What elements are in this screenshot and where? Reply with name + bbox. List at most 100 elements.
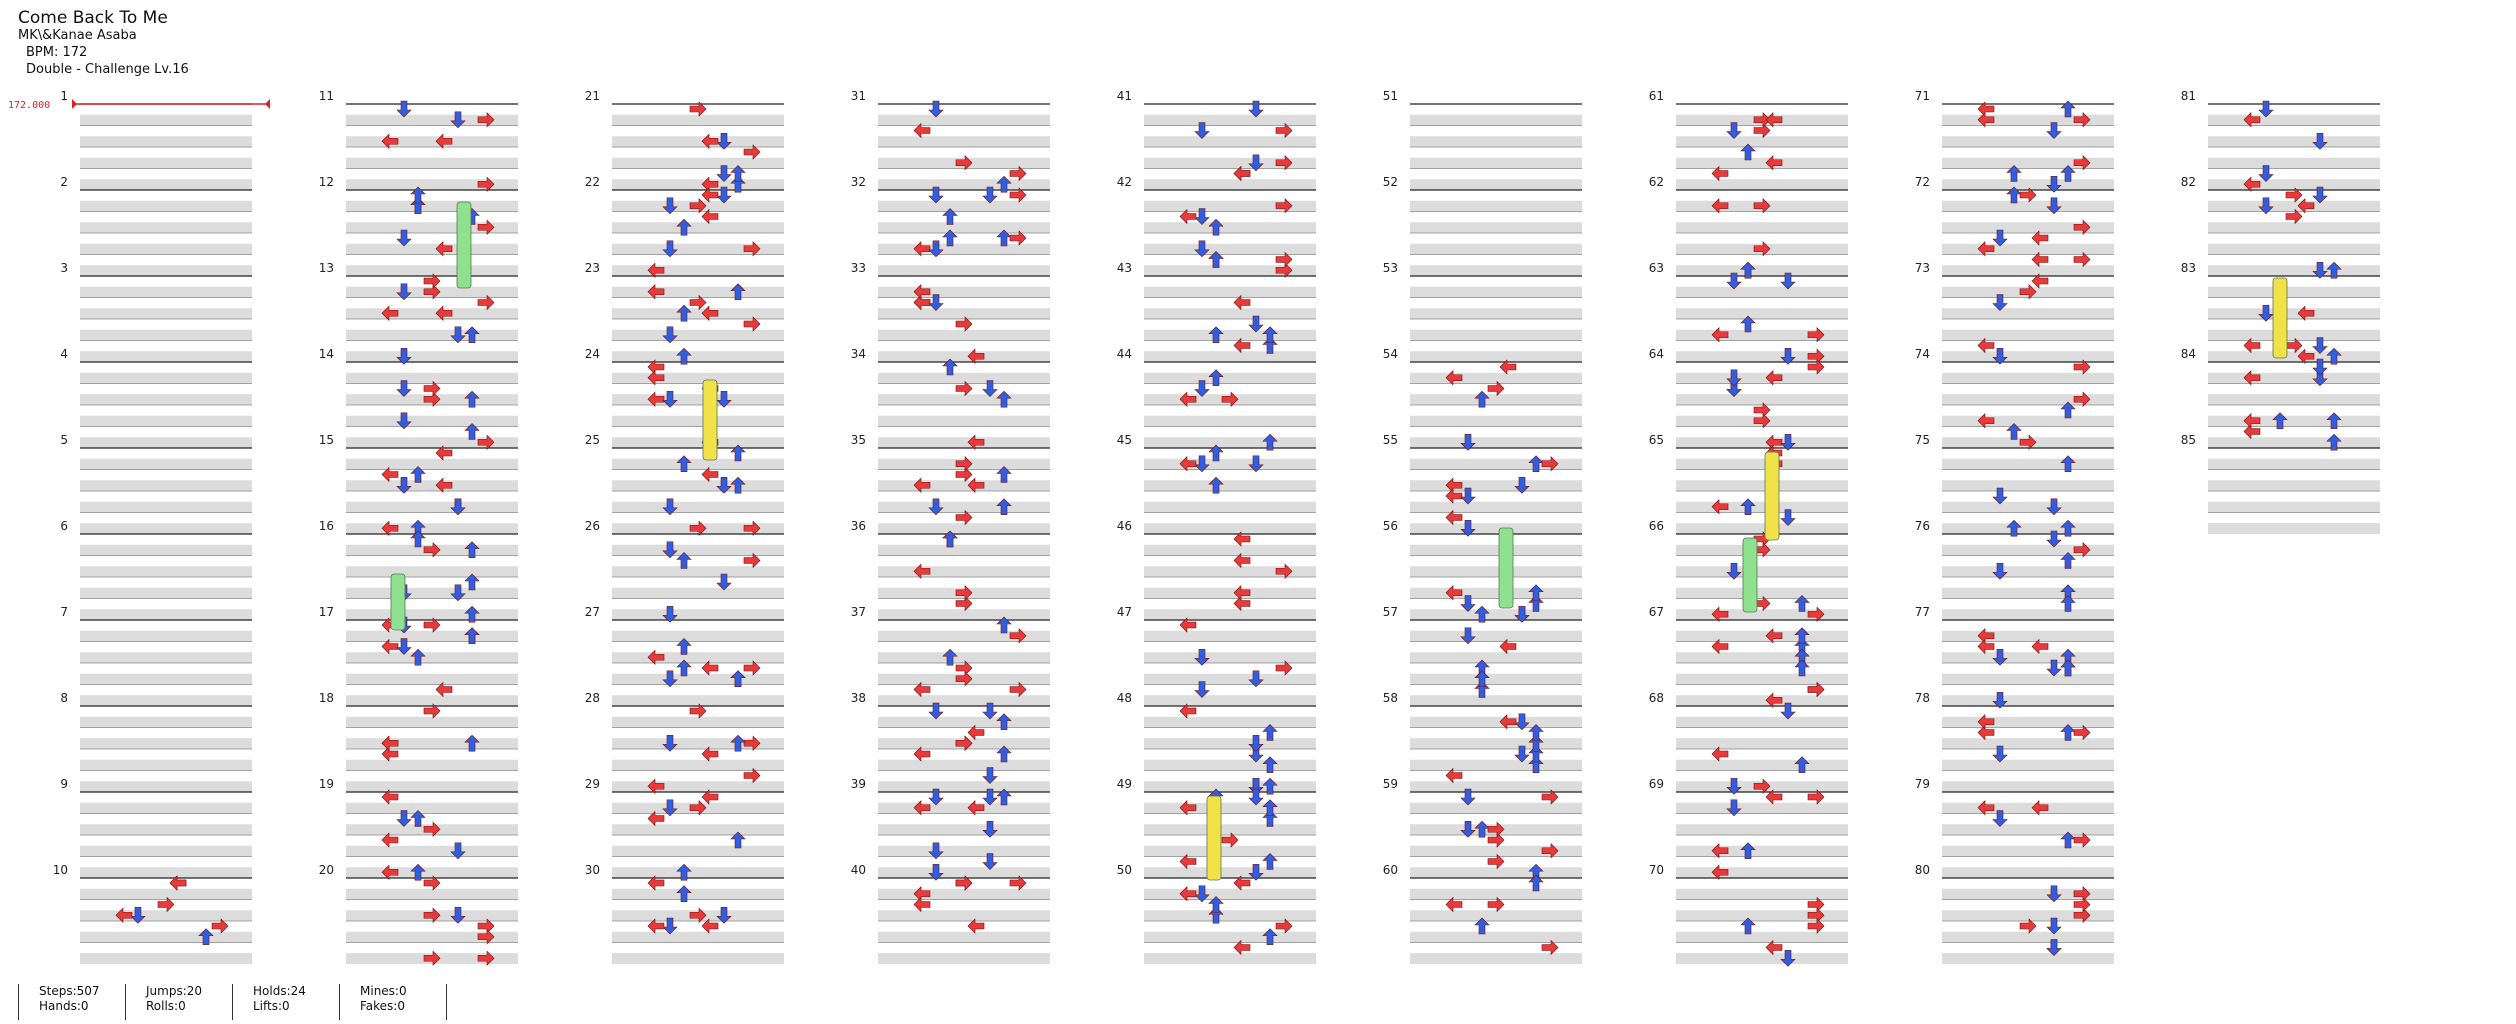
beat-band (1942, 609, 2114, 620)
note-arrow (1528, 745, 1544, 763)
song-header: Come Back To Me MK\&Kanae Asaba BPM: 172… (18, 10, 189, 78)
note-arrow (928, 842, 944, 860)
beat-band (878, 480, 1050, 491)
note-arrow (2019, 187, 2037, 203)
note-arrow (2060, 455, 2076, 473)
note-arrow (982, 788, 998, 806)
beat-band (1144, 867, 1316, 878)
note-arrow (1248, 154, 1264, 172)
beat-band (878, 888, 1050, 900)
measure-number: 53 (1383, 261, 1398, 275)
beat-band (346, 308, 518, 319)
note-arrow (1528, 756, 1544, 774)
note-arrow (381, 520, 399, 536)
note-arrow (2019, 284, 2037, 300)
beat-band (878, 265, 1050, 276)
beat-band (1144, 738, 1316, 749)
measure-number: 27 (585, 605, 600, 619)
measure-number: 52 (1383, 175, 1398, 189)
beat-band (1942, 329, 2114, 341)
note-arrow (1009, 187, 1027, 203)
note-arrow (1487, 380, 1505, 397)
note-arrow (115, 907, 133, 923)
beat-band (80, 652, 252, 663)
note-arrow (982, 820, 998, 838)
note-arrow (2046, 659, 2062, 677)
note-arrow (1248, 863, 1264, 881)
note-arrow (701, 466, 719, 483)
measure-number: 83 (2181, 261, 2196, 275)
beat-band (2208, 523, 2380, 534)
beat-band (1144, 114, 1316, 126)
beat-band (80, 587, 252, 599)
note-arrow (477, 176, 495, 192)
note-arrow (1275, 563, 1293, 579)
beat-band (1410, 286, 1582, 298)
note-arrow (1262, 433, 1278, 451)
measure-number: 58 (1383, 691, 1398, 705)
note-arrow (689, 101, 707, 117)
note-arrow (913, 681, 931, 698)
note-arrow (1445, 509, 1463, 526)
beat-band (1410, 415, 1582, 427)
note-arrow (410, 863, 426, 881)
note-arrow (450, 842, 466, 860)
note-arrow (1711, 327, 1729, 343)
note-arrow (967, 348, 985, 364)
measure-number: 1 (60, 89, 68, 103)
note-arrow (2046, 917, 2062, 935)
note-arrow (2243, 413, 2261, 429)
note-arrow (689, 907, 707, 923)
beat-band (1144, 652, 1316, 663)
measure-number: 76 (1915, 519, 1930, 533)
note-arrow (913, 122, 931, 139)
note-arrow (2312, 261, 2328, 279)
beat-band (346, 673, 518, 685)
note-arrow (2258, 304, 2274, 322)
note-arrow (647, 778, 665, 794)
note-arrow (1780, 702, 1796, 720)
note-arrow (1233, 337, 1251, 354)
beat-band (80, 200, 252, 212)
note-arrow (1528, 874, 1544, 892)
measure-number: 49 (1117, 777, 1132, 791)
beat-band (346, 759, 518, 771)
beat-band (1410, 953, 1582, 964)
beat-band (878, 845, 1050, 857)
note-arrow (1726, 369, 1742, 387)
note-arrow (2326, 433, 2342, 451)
note-arrow (1233, 585, 1251, 601)
note-arrow (464, 605, 480, 623)
beat-band (1410, 695, 1582, 706)
beat-band (1410, 652, 1582, 663)
note-arrow (716, 906, 732, 924)
note-arrow (701, 918, 719, 934)
beat-band (1144, 157, 1316, 169)
note-arrow (450, 326, 466, 344)
beat-band (80, 329, 252, 341)
note-arrow (381, 864, 399, 880)
note-arrow (913, 746, 931, 762)
beat-band (1410, 759, 1582, 771)
beat-band (612, 824, 784, 835)
beat-band (80, 157, 252, 169)
beat-band (1676, 286, 1848, 298)
beat-band (1144, 329, 1316, 341)
beat-band (1144, 587, 1316, 599)
beat-band (878, 222, 1050, 233)
stats-footer: Steps:507 Hands:0 Jumps:20 Rolls:0 Holds… (18, 984, 447, 1020)
note-arrow (2073, 542, 2091, 558)
note-arrow (381, 832, 399, 848)
stat-jumps: Jumps:20 (146, 984, 203, 998)
note-arrow (701, 746, 719, 762)
beat-band (612, 759, 784, 771)
beat-band (1410, 802, 1582, 814)
beat-band (346, 523, 518, 534)
note-arrow (942, 358, 958, 376)
note-arrow (1248, 670, 1264, 688)
note-arrow (1499, 359, 1517, 375)
beat-band (1942, 824, 2114, 835)
note-arrow (1780, 347, 1796, 365)
beat-band (1942, 566, 2114, 577)
beat-band (346, 351, 518, 362)
